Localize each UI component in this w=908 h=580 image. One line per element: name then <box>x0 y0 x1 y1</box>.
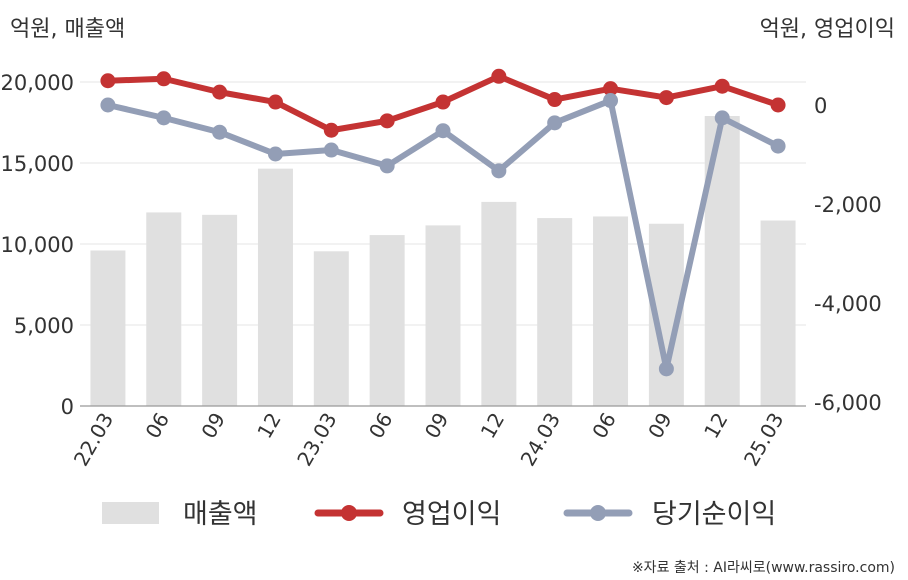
data-point <box>323 142 339 158</box>
x-tick-label: 09 <box>643 409 677 443</box>
bar <box>313 251 349 406</box>
legend-swatch-revenue <box>102 502 159 524</box>
data-point <box>323 122 339 138</box>
data-point <box>100 73 116 89</box>
left-tick-label: 20,000 <box>1 71 74 95</box>
legend-label-net-income: 당기순이익 <box>652 499 776 530</box>
data-point <box>603 93 619 109</box>
legend-label-operating-profit: 영업이익 <box>402 499 501 530</box>
x-tick-label: 24.03 <box>516 409 565 471</box>
right-tick-label: -2,000 <box>814 193 882 217</box>
x-tick-label: 25.03 <box>739 409 788 471</box>
bar <box>537 218 573 406</box>
left-tick-label: 0 <box>61 395 74 419</box>
x-tick-label: 09 <box>196 409 230 443</box>
bar <box>257 168 293 406</box>
x-tick-label: 23.03 <box>292 409 341 471</box>
line-series-group <box>100 68 786 138</box>
data-point <box>770 97 786 113</box>
data-point <box>100 97 116 113</box>
data-point <box>156 71 172 87</box>
data-point <box>435 123 451 139</box>
source-footer: ※자료 출처 : AI라씨로(www.rassiro.com) <box>632 560 895 576</box>
legend-marker-operating-profit <box>341 505 357 521</box>
data-point <box>267 146 283 162</box>
data-point <box>658 361 674 377</box>
x-tick-label: 22.03 <box>69 409 118 471</box>
bar <box>760 220 796 406</box>
right-tick-label: -4,000 <box>814 292 882 316</box>
legend: 매출액 영업이익 당기순이익 <box>102 499 776 530</box>
data-point <box>658 90 674 106</box>
bar <box>202 214 238 406</box>
line-series <box>100 68 786 377</box>
bar <box>481 201 517 406</box>
left-tick-label: 5,000 <box>14 314 74 338</box>
data-point <box>714 78 730 94</box>
bar <box>369 235 405 406</box>
left-tick-label: 10,000 <box>1 233 74 257</box>
x-tick-label: 09 <box>420 409 454 443</box>
left-tick-label: 15,000 <box>1 152 74 176</box>
right-axis-label: 억원, 영업이익 <box>760 17 895 42</box>
x-tick-label: 12 <box>252 409 286 443</box>
x-tick-label: 06 <box>141 409 175 443</box>
data-point <box>603 81 619 97</box>
data-point <box>491 68 507 84</box>
data-point <box>770 138 786 154</box>
data-point <box>156 110 172 126</box>
line-series-group <box>100 93 786 377</box>
legend-marker-net-income <box>590 505 606 521</box>
data-point <box>379 158 395 174</box>
bar <box>425 225 461 406</box>
x-tick-label: 12 <box>699 409 733 443</box>
legend-label-revenue: 매출액 <box>183 499 258 530</box>
data-point <box>379 113 395 129</box>
left-axis-label: 억원, 매출액 <box>10 17 125 42</box>
right-tick-label: 0 <box>814 94 827 118</box>
bar-series-revenue <box>90 116 796 407</box>
data-point <box>212 84 228 100</box>
bar <box>146 212 182 406</box>
data-point <box>435 94 451 110</box>
bar <box>90 250 126 406</box>
x-tick-label: 12 <box>476 409 510 443</box>
bar <box>593 216 629 406</box>
data-point <box>547 92 563 108</box>
right-tick-label: -6,000 <box>814 391 882 415</box>
data-point <box>212 124 228 140</box>
x-tick-label: 06 <box>364 409 398 443</box>
data-point <box>714 110 730 126</box>
data-point <box>491 163 507 179</box>
data-point <box>547 115 563 131</box>
x-tick-label: 06 <box>587 409 621 443</box>
data-point <box>267 94 283 110</box>
